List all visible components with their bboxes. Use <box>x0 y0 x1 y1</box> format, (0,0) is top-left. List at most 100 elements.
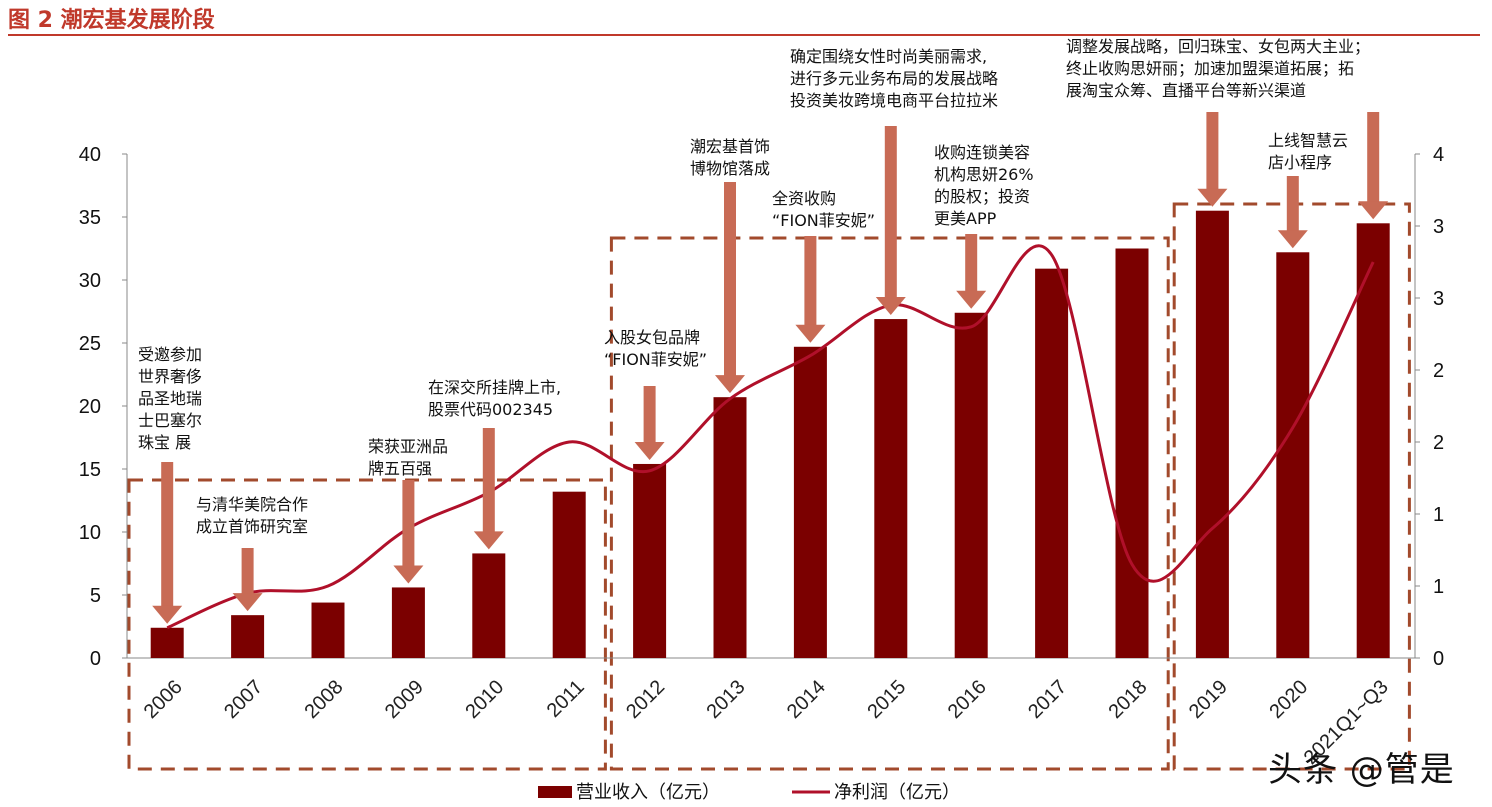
annotation-line: 在深交所挂牌上市, <box>428 378 561 397</box>
arrow-head <box>152 605 183 624</box>
annotation-text: 确定围绕女性时尚美丽需求, 进行多元业务布局的发展战略投资美妆跨境电商平台拉拉米 <box>790 47 998 110</box>
revenue-bar <box>1356 223 1390 659</box>
x-tick-label: 2010 <box>461 676 508 723</box>
annotation-line: 珠宝 展 <box>138 433 191 452</box>
annotation-line: 荣获亚洲品 <box>368 437 448 456</box>
annotation-line: 投资美妆跨境电商平台拉拉米 <box>790 91 998 110</box>
arrow-head <box>795 324 826 343</box>
right-tick-label: 3 <box>1433 288 1444 310</box>
arrow-shaft <box>1286 176 1299 233</box>
x-tick-label: 2020 <box>1265 676 1312 723</box>
revenue-bar <box>1276 252 1310 658</box>
annotation-arrows <box>152 112 1389 624</box>
legend-bar-swatch <box>538 786 572 798</box>
right-tick-label: 1 <box>1433 504 1444 526</box>
annotation-text: 在深交所挂牌上市, 股票代码002345 <box>428 378 561 419</box>
annotation-line: 世界奢侈 <box>138 367 202 386</box>
left-tick-label: 40 <box>79 144 101 166</box>
annotation-line: 进行多元业务布局的发展战略 <box>790 69 998 88</box>
revenue-bar <box>713 397 747 658</box>
right-tick-label: 2 <box>1433 360 1444 382</box>
x-tick-label: 2013 <box>703 676 750 723</box>
revenue-bar <box>874 319 908 658</box>
revenue-bar <box>793 346 827 658</box>
x-tick-label: 2015 <box>863 676 910 723</box>
revenue-bars <box>150 210 1390 659</box>
revenue-bar <box>472 553 506 658</box>
annotation-text: 全资收购 “FION菲安妮” <box>772 189 875 230</box>
legend-line-label: 净利润（亿元） <box>834 782 960 803</box>
profit-line <box>166 244 1375 630</box>
x-tick-label: 2012 <box>622 676 669 723</box>
annotation-line: 确定围绕女性时尚美丽需求, <box>790 47 987 66</box>
annotation-line: 机构思妍26% <box>934 165 1034 184</box>
annotation-line: 展淘宝众筹、直播平台等新兴渠道 <box>1066 81 1306 100</box>
figure-title: 图 2 潮宏基发展阶段 <box>8 8 215 33</box>
annotation-line: 士巴塞尔 <box>138 411 202 430</box>
arrow-head <box>1277 230 1308 249</box>
left-tick-label: 10 <box>79 522 101 544</box>
revenue-bar <box>1035 268 1069 658</box>
annotation-text: 潮宏基首饰博物馆落成 <box>690 137 770 178</box>
x-tick-label: 2014 <box>783 676 830 723</box>
annotation-line: 与清华美院合作 <box>196 495 308 514</box>
arrow-shaft <box>804 236 817 327</box>
arrow-head <box>1197 188 1228 207</box>
annotation-line: 上线智慧云 <box>1268 131 1348 150</box>
annotation-line: 终止收购思妍丽；加速加盟渠道拓展；拓 <box>1066 59 1354 78</box>
arrow-shaft <box>482 428 495 534</box>
arrow-head <box>393 565 424 584</box>
arrow-shaft <box>161 462 174 608</box>
revenue-bar <box>633 463 667 658</box>
arrow-head <box>715 375 745 394</box>
annotation-line: 全资收购 <box>772 189 836 208</box>
annotation-line: 博物馆落成 <box>690 159 770 178</box>
left-tick-label: 0 <box>90 648 101 670</box>
arrow-shaft <box>724 182 736 378</box>
x-tick-label: 2008 <box>301 676 348 723</box>
annotation-text: 受邀参加世界奢侈品圣地瑞士巴塞尔珠宝 展 <box>138 345 202 452</box>
arrow-shaft <box>241 548 254 596</box>
left-tick-label: 15 <box>79 459 101 481</box>
left-tick-label: 25 <box>79 333 101 355</box>
annotation-line: 股票代码002345 <box>428 400 553 419</box>
phase-box <box>127 478 607 771</box>
left-tick-label: 20 <box>79 396 101 418</box>
revenue-bar <box>954 312 988 658</box>
right-tick-label: 2 <box>1433 432 1444 454</box>
revenue-bar <box>1195 210 1229 658</box>
revenue-bar <box>552 491 586 658</box>
annotation-line: 的股权；投资 <box>934 187 1030 206</box>
arrow-shaft <box>643 386 656 444</box>
legend: 营业收入（亿元） 净利润（亿元） <box>538 782 960 803</box>
revenue-bar <box>311 602 345 658</box>
arrow-head <box>634 441 665 460</box>
annotation-line: 调整发展战略，回归珠宝、女包两大主业； <box>1066 37 1370 56</box>
arrow-shaft <box>1367 112 1380 204</box>
x-tick-label: 2011 <box>543 676 589 722</box>
revenue-bar <box>1115 248 1149 658</box>
annotation-line: 品圣地瑞 <box>138 389 202 408</box>
left-tick-label: 30 <box>79 270 101 292</box>
left-tick-label: 35 <box>79 207 101 229</box>
annotation-text: 调整发展战略，回归珠宝、女包两大主业； 终止收购思妍丽；加速加盟渠道拓展；拓展淘宝… <box>1066 37 1370 100</box>
arrow-head <box>875 297 906 316</box>
annotation-line: 更美APP <box>934 209 997 228</box>
arrow-head <box>956 290 987 309</box>
right-tick-label: 1 <box>1433 576 1444 598</box>
annotation-line: 入股女包品牌 <box>604 328 700 347</box>
x-tick-label: 2007 <box>220 676 267 723</box>
watermark: 头条 @管是 <box>1268 750 1455 790</box>
profit-line-path <box>166 244 1375 630</box>
revenue-bar <box>231 615 265 658</box>
x-tick-label: 2009 <box>381 676 428 723</box>
revenue-bar <box>150 627 184 658</box>
title-divider <box>8 34 1480 36</box>
annotation-line: “FION菲安妮” <box>604 350 707 369</box>
arrow-shaft <box>965 234 978 293</box>
arrow-head <box>232 593 263 612</box>
arrow-head <box>473 531 504 550</box>
annotation-line: 店小程序 <box>1268 153 1332 172</box>
x-tick-label: 2016 <box>944 676 991 723</box>
